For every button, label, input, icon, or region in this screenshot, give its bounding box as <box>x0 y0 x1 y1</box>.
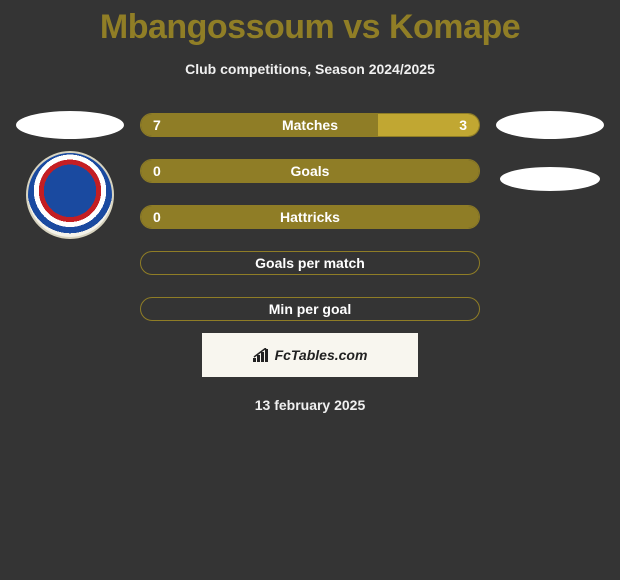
right-player-ellipse-2 <box>500 167 600 191</box>
right-player-column <box>490 113 610 191</box>
subtitle: Club competitions, Season 2024/2025 <box>0 61 620 77</box>
stat-bar: 0 Goals <box>140 159 480 183</box>
page-title: Mbangossoum vs Komape <box>0 0 620 47</box>
chart-icon <box>253 348 271 362</box>
right-player-ellipse-1 <box>496 111 604 139</box>
left-club-badge <box>26 151 114 239</box>
bar-label: Hattricks <box>280 209 340 225</box>
bar-value-left: 0 <box>153 163 161 179</box>
date-line: 13 february 2025 <box>0 397 620 413</box>
bar-label: Matches <box>282 117 338 133</box>
bar-value-right: 3 <box>459 117 467 133</box>
bar-value-left: 7 <box>153 117 161 133</box>
watermark-text: FcTables.com <box>275 347 368 363</box>
stat-bar: 0 Hattricks <box>140 205 480 229</box>
bar-label: Min per goal <box>269 301 351 317</box>
stat-bar: Goals per match <box>140 251 480 275</box>
bar-label: Goals <box>291 163 330 179</box>
left-player-column <box>10 113 130 239</box>
stat-bar: Min per goal <box>140 297 480 321</box>
bar-value-left: 0 <box>153 209 161 225</box>
left-player-ellipse <box>16 111 124 139</box>
bar-fill-left <box>141 114 378 136</box>
stat-bar: 7 3 Matches <box>140 113 480 137</box>
comparison-chart: 7 3 Matches 0 Goals 0 Hattricks Goals per match… <box>0 113 620 321</box>
bars-stack: 7 3 Matches 0 Goals 0 Hattricks Goals per match… <box>140 113 480 321</box>
bar-label: Goals per match <box>255 255 365 271</box>
watermark: FcTables.com <box>202 333 418 377</box>
